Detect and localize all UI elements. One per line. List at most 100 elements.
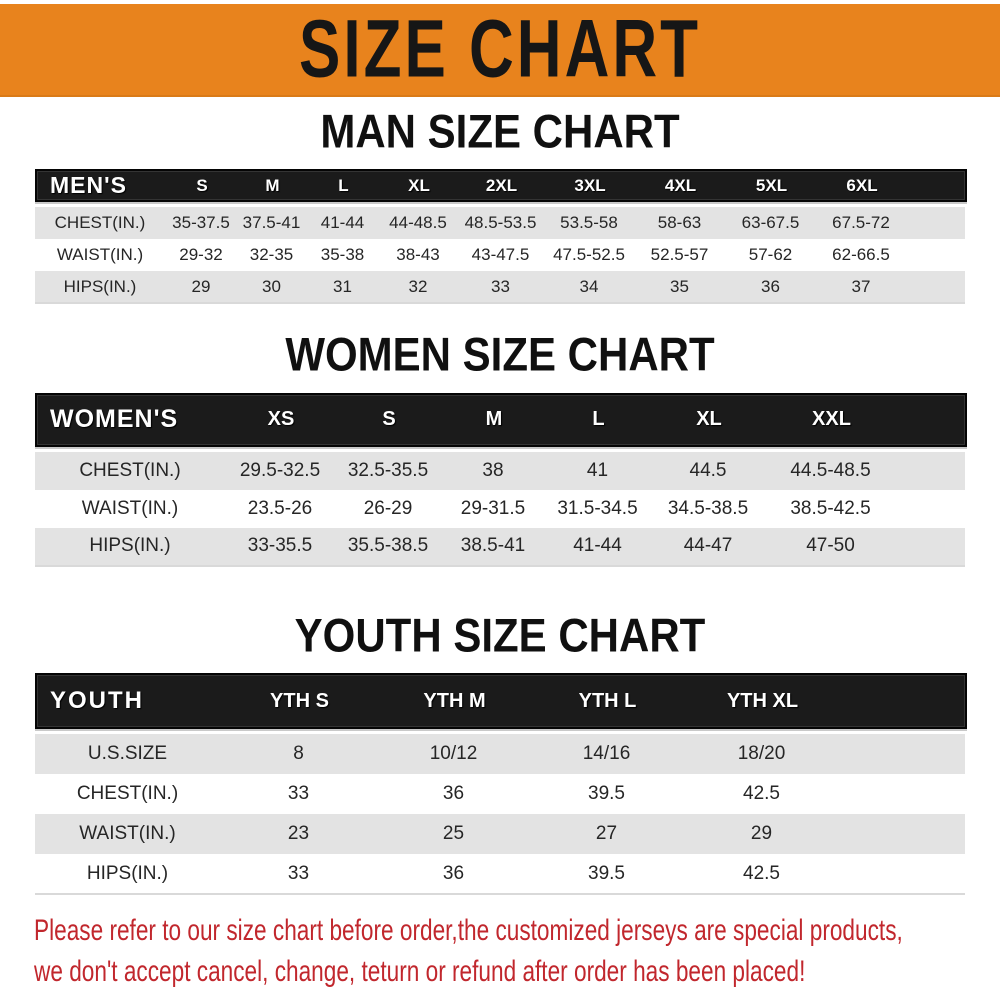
column-header: M xyxy=(265,175,280,195)
cell-value: 35.5-38.5 xyxy=(335,527,441,567)
cell-value: 14/16 xyxy=(530,734,683,775)
cell-value: 39.5 xyxy=(588,783,625,805)
cell-value: 36 xyxy=(442,783,465,805)
column-header: XS xyxy=(267,408,295,431)
spacer-cell xyxy=(907,170,966,201)
women-size-chart-heading: WOMEN SIZE CHART xyxy=(285,328,715,382)
table-row: U.S.SIZE 8 10/12 14/16 18/20 xyxy=(35,734,965,775)
table-row: WAIST(IN.) 23 25 27 29 xyxy=(35,814,965,855)
column-header: M xyxy=(485,408,503,431)
column-header: XXL xyxy=(812,408,851,431)
youth-size-chart-heading: YOUTH SIZE CHART xyxy=(294,608,706,662)
womens-table-body: CHEST(IN.) 29.5-32.5 32.5-35.5 38 41 44.5 44.5… xyxy=(35,451,965,567)
spacer-cell xyxy=(840,854,965,896)
column-header: 2XL xyxy=(485,175,518,195)
table-corner-label: WOMEN'S xyxy=(50,405,179,434)
cell-value: 32.5-35.5 xyxy=(335,451,441,490)
row-label: U.S.SIZE xyxy=(35,734,220,775)
size-chart-banner: SIZE CHART xyxy=(0,4,1000,97)
header-row: MEN'S S M L XL 2XL 3XL 4XL 5XL 6XL xyxy=(36,170,966,201)
cell-value: 30 xyxy=(237,271,306,305)
table-row: WAIST(IN.) 23.5-26 26-29 29-31.5 31.5-34.5 34… xyxy=(35,490,965,528)
man-size-chart-heading: MAN SIZE CHART xyxy=(320,105,680,158)
cell-value: 41 xyxy=(545,451,650,490)
table-row: CHEST(IN.) 29.5-32.5 32.5-35.5 38 41 44.5 44.5… xyxy=(35,451,965,490)
column-header: L xyxy=(592,408,605,431)
cell-value: 37 xyxy=(816,271,906,305)
spacer-cell xyxy=(840,774,965,814)
cell-value: 36 xyxy=(377,854,530,896)
column-header: 3XL xyxy=(574,175,606,195)
cell-value: 33 xyxy=(220,854,377,896)
cell-value: 38.5-42.5 xyxy=(790,497,871,519)
disclaimer-line-1: Please refer to our size chart before or… xyxy=(34,914,903,948)
mens-table-body: CHEST(IN.) 35-37.5 37.5-41 41-44 44-48.5 48.5… xyxy=(35,207,965,305)
table-corner-label: MEN'S xyxy=(50,172,127,199)
cell-value: 39.5 xyxy=(530,854,683,896)
table-row: HIPS(IN.) 33-35.5 35.5-38.5 38.5-41 41-44 44-… xyxy=(35,527,965,567)
header-row: YOUTH YTH S YTH M YTH L YTH XL xyxy=(36,674,966,728)
cell-value: 44.5-48.5 xyxy=(766,451,895,490)
youth-table-header-bar: YOUTH YTH S YTH M YTH L YTH XL xyxy=(35,673,967,730)
cell-value: 47-50 xyxy=(766,527,895,567)
column-header: 4XL xyxy=(664,175,697,195)
spacer-cell xyxy=(840,734,965,775)
cell-value: 29-31.5 xyxy=(460,497,526,519)
row-label: WAIST(IN.) xyxy=(81,497,179,519)
banner-title: SIZE CHART xyxy=(299,3,701,96)
cell-value: 58-63 xyxy=(634,207,725,240)
spacer-cell xyxy=(895,451,965,490)
womens-size-table: WOMEN'S XS S M L XL XXL CHEST(IN.) 29.5-32.5 32.… xyxy=(35,392,967,567)
table-row: WAIST(IN.) 29-32 32-35 35-38 38-43 43-47.5 47.… xyxy=(35,239,965,271)
cell-value: 32-35 xyxy=(249,245,294,265)
cell-value: 63-67.5 xyxy=(725,207,816,240)
womens-table-header-bar: WOMEN'S XS S M L XL XXL xyxy=(35,392,967,447)
column-header: XL xyxy=(408,175,430,195)
cell-value: 47.5-52.5 xyxy=(553,245,625,265)
cell-value: 29-32 xyxy=(179,245,223,265)
row-label: CHEST(IN.) xyxy=(35,451,225,490)
cell-value: 53.5-58 xyxy=(544,207,634,240)
cell-value: 27 xyxy=(530,814,683,855)
cell-value: 32 xyxy=(379,271,457,305)
cell-value: 38-43 xyxy=(396,245,440,265)
column-header: YTH M xyxy=(423,689,486,712)
spacer-cell xyxy=(906,239,965,271)
cell-value: 38.5-41 xyxy=(441,527,545,567)
row-label: CHEST(IN.) xyxy=(76,783,179,805)
table-corner-label: YOUTH xyxy=(50,687,144,715)
cell-value: 37.5-41 xyxy=(237,207,306,240)
column-header: L xyxy=(338,175,349,195)
row-label: WAIST(IN.) xyxy=(56,245,144,265)
cell-value: 43-47.5 xyxy=(471,245,530,265)
cell-value: 42.5 xyxy=(743,783,780,805)
column-header: 6XL xyxy=(846,175,878,195)
column-header: YTH S xyxy=(270,689,329,712)
youth-size-table: YOUTH YTH S YTH M YTH L YTH XL U.S.SIZE 8 10/1… xyxy=(35,673,967,896)
cell-value: 18/20 xyxy=(683,734,840,775)
column-header: XL xyxy=(696,408,722,431)
spacer-cell xyxy=(895,527,965,567)
cell-value: 31.5-34.5 xyxy=(557,497,638,519)
youth-table-body: U.S.SIZE 8 10/12 14/16 18/20 CHEST(IN.) 33 36 39… xyxy=(35,734,965,896)
cell-value: 44-47 xyxy=(650,527,766,567)
cell-value: 48.5-53.5 xyxy=(457,207,544,240)
column-header: YTH XL xyxy=(726,689,799,712)
cell-value: 35-38 xyxy=(320,245,365,265)
mens-table-header-bar: MEN'S S M L XL 2XL 3XL 4XL 5XL 6XL xyxy=(35,169,967,203)
cell-value: 41-44 xyxy=(306,207,379,240)
cell-value: 34.5-38.5 xyxy=(667,497,749,519)
cell-value: 62-66.5 xyxy=(832,245,890,265)
table-row: HIPS(IN.) 29 30 31 32 33 34 35 36 37 xyxy=(35,271,965,305)
row-label: HIPS(IN.) xyxy=(35,527,225,567)
disclaimer-note: Please refer to our size chart before or… xyxy=(34,911,1000,993)
cell-value: 26-29 xyxy=(363,497,413,519)
cell-value: 57-62 xyxy=(748,245,793,265)
mens-size-table: MEN'S S M L XL 2XL 3XL 4XL 5XL 6XL CHEST(IN.) 35-3… xyxy=(35,169,967,305)
cell-value: 31 xyxy=(306,271,379,305)
row-label: HIPS(IN.) xyxy=(35,271,165,305)
spacer-cell xyxy=(895,490,965,528)
table-row: CHEST(IN.) 35-37.5 37.5-41 41-44 44-48.5 48.5… xyxy=(35,207,965,240)
cell-value: 29 xyxy=(683,814,840,855)
disclaimer-line-2: we don't accept cancel, change, teturn o… xyxy=(34,955,806,989)
